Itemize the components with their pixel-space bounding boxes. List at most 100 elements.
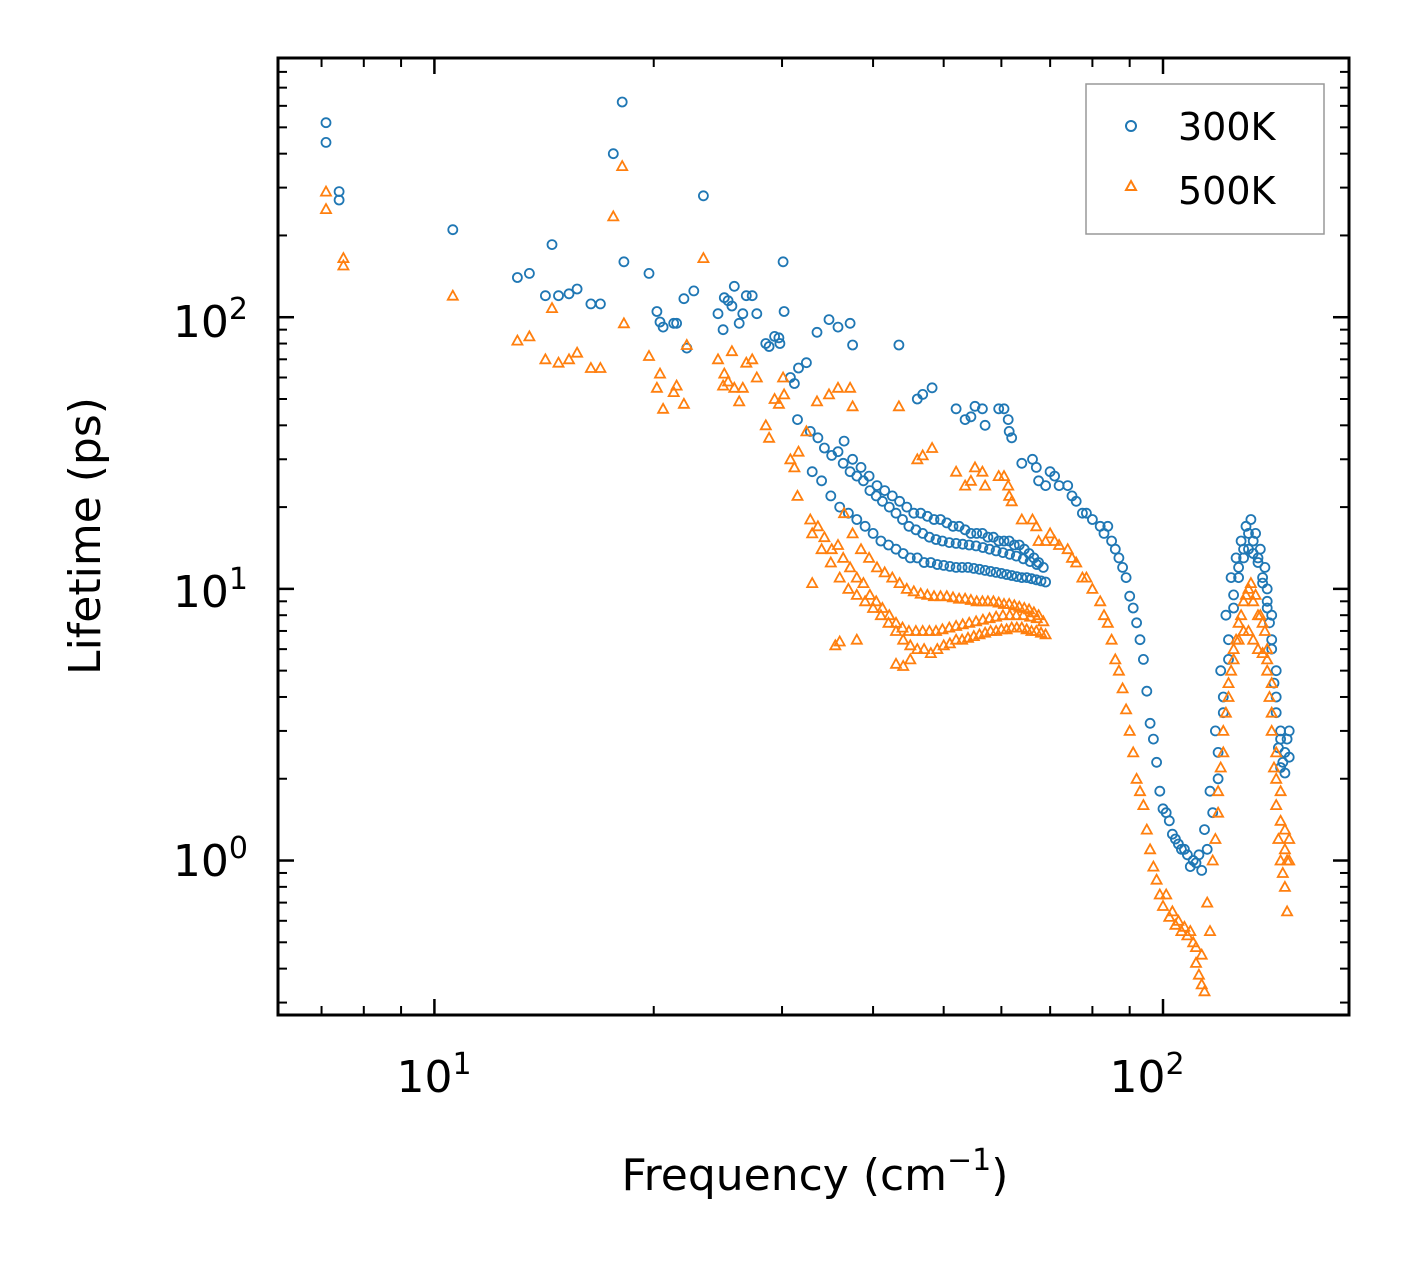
data-point-500k-10	[562, 352, 576, 365]
data-point-300k-230	[998, 535, 1010, 547]
data-point-500k-122	[1262, 690, 1277, 702]
data-point-300k-164	[1010, 550, 1022, 562]
x-axis-title-main: Frequency (cm	[622, 1150, 948, 1201]
data-point-500k-157	[962, 615, 976, 628]
data-point-300k-47	[793, 362, 804, 374]
data-point-300k-114	[1230, 552, 1242, 564]
data-point-500k-19	[653, 366, 667, 379]
data-point-300k-208	[855, 461, 867, 473]
data-point-300k-134	[812, 432, 824, 444]
data-point-300k-54	[893, 339, 905, 351]
data-point-500k-63	[997, 469, 1011, 482]
data-point-500k-79	[1079, 570, 1093, 583]
data-point-500k-120	[1258, 624, 1272, 636]
data-point-500k-112	[1219, 705, 1233, 718]
data-point-500k-107	[1195, 977, 1209, 990]
data-point-300k-167	[1031, 559, 1043, 570]
data-point-500k-93	[1136, 798, 1150, 810]
data-point-500k-244	[850, 632, 864, 645]
data-point-300k-274	[1266, 634, 1278, 646]
data-point-500k-182	[910, 642, 924, 654]
data-point-500k-247	[1171, 913, 1185, 926]
legend-label-500k: 500K	[1178, 169, 1277, 213]
data-point-500k-252	[1200, 895, 1214, 908]
data-point-300k-16	[618, 256, 630, 268]
data-point-300k-211	[879, 485, 891, 497]
data-point-500k-23	[677, 396, 691, 409]
data-point-300k-50	[823, 314, 835, 326]
data-point-500k-90	[1126, 745, 1140, 758]
data-point-500k-137	[831, 538, 845, 550]
data-point-300k-34	[737, 308, 749, 320]
data-point-500k-108	[1197, 984, 1212, 997]
data-point-300k-26	[698, 190, 709, 202]
data-point-500k-171	[824, 555, 838, 568]
data-point-500k-280	[1260, 652, 1274, 665]
data-point-500k-279	[1256, 646, 1270, 658]
data-point-300k-48	[801, 357, 812, 369]
data-point-300k-135	[819, 442, 830, 454]
data-point-500k-115	[1234, 608, 1248, 621]
data-point-300k-170	[816, 475, 827, 487]
data-point-300k-184	[925, 557, 937, 568]
data-point-500k-77	[1069, 555, 1083, 568]
data-point-300k-270	[1247, 548, 1259, 559]
data-point-300k-171	[825, 490, 837, 502]
legend-marker-300k	[1125, 120, 1137, 132]
data-point-300k-9	[553, 290, 564, 302]
data-point-300k-99	[1151, 756, 1162, 768]
data-point-500k-142	[863, 588, 877, 600]
data-point-300k-98	[1148, 733, 1159, 745]
data-point-300k-259	[1270, 665, 1282, 677]
data-point-300k-169	[806, 466, 818, 478]
data-point-300k-28	[717, 324, 729, 336]
data-point-300k-196	[996, 568, 1007, 579]
data-point-500k-16	[617, 316, 631, 329]
data-point-300k-51	[832, 321, 844, 333]
data-point-300k-183	[918, 557, 930, 568]
data-point-500k-55	[925, 441, 939, 453]
data-point-500k-50	[843, 380, 857, 393]
data-point-500k-278	[1251, 642, 1265, 654]
data-point-300k-0	[320, 117, 332, 129]
data-point-300k-224	[965, 528, 977, 539]
data-point-300k-163	[1004, 548, 1016, 560]
data-point-500k-207	[846, 526, 860, 539]
data-point-500k-33	[736, 380, 750, 393]
data-point-500k-148	[902, 624, 916, 636]
data-point-300k-112	[1220, 609, 1232, 621]
data-point-300k-94	[1134, 634, 1146, 646]
data-point-500k-141	[856, 576, 870, 588]
data-point-500k-59	[968, 460, 982, 473]
data-point-500k-35	[745, 352, 759, 365]
data-point-500k-86	[1112, 663, 1126, 676]
data-point-500k-18	[650, 380, 664, 393]
data-point-500k-54	[916, 448, 930, 461]
x-tick-label-10-2: 102	[1109, 1047, 1184, 1103]
data-point-500k-273	[1227, 652, 1241, 665]
data-point-500k-270	[1211, 805, 1225, 818]
data-point-500k-30	[725, 344, 739, 357]
data-point-500k-60	[975, 464, 989, 477]
data-point-500k-96	[1146, 859, 1160, 872]
data-point-500k-242	[833, 634, 847, 647]
data-point-300k-14	[607, 148, 619, 160]
data-point-300k-154	[943, 537, 955, 548]
data-point-300k-39	[763, 341, 775, 352]
data-point-300k-239	[1167, 828, 1178, 840]
data-point-500k-211	[878, 565, 892, 578]
data-point-300k-132	[792, 414, 803, 426]
data-point-300k-212	[886, 490, 898, 502]
data-point-500k-126	[1271, 832, 1285, 844]
legend-marker-500k	[1124, 178, 1138, 191]
data-point-500k-173	[841, 582, 855, 594]
data-point-500k-267	[1274, 813, 1288, 826]
data-point-300k-113	[1225, 572, 1237, 583]
data-point-500k-248	[1177, 919, 1191, 932]
data-point-500k-250	[1189, 940, 1203, 952]
data-point-300k-160	[984, 543, 995, 555]
data-point-300k-120	[1259, 562, 1271, 573]
data-point-300k-116	[1240, 520, 1252, 532]
x-axis-title: Frequency (cm−1)	[622, 1143, 1009, 1201]
data-point-500k-106	[1192, 967, 1206, 980]
